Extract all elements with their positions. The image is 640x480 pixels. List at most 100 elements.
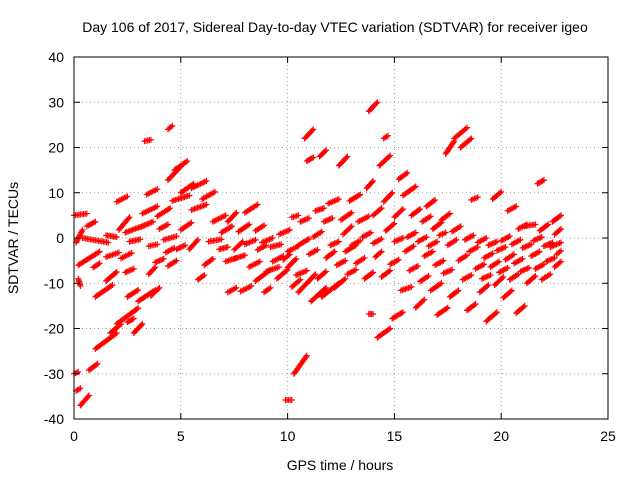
data-point [442,229,449,236]
data-point [547,271,554,278]
data-point [540,177,547,184]
data-point [318,228,325,235]
grid [74,57,608,419]
data-point [485,282,492,289]
data-point [342,275,349,282]
data-point [248,282,255,289]
data-point [385,268,392,275]
data-point [352,266,359,273]
x-tick-label: 25 [600,428,616,444]
data-point [182,158,189,165]
data-point [200,273,207,280]
data-point [489,250,496,257]
data-point [186,192,193,199]
data-point [487,272,494,279]
x-tick-label: 5 [177,428,185,444]
data-point [532,221,539,228]
data-point [304,236,311,243]
data-point [387,267,394,274]
data-point [94,360,101,367]
data-point [483,235,490,241]
data-point [370,311,377,318]
data-point [283,267,290,274]
data-point [511,251,518,258]
data-point [368,179,375,186]
data-point [474,194,481,201]
data-point [558,225,565,232]
data-point [256,258,263,265]
data-point [112,269,119,276]
data-point [437,281,444,288]
data-point [126,214,133,221]
data-point [536,248,543,255]
data-point [551,254,558,261]
data-point [309,127,316,134]
data-point [323,284,330,291]
data-point [108,282,115,289]
data-point [297,276,304,283]
data-point [496,189,503,196]
data-point [173,233,180,240]
data-point [311,272,318,279]
data-point [528,241,535,248]
data-point [288,396,295,403]
data-point [310,126,317,133]
data-point [357,191,364,198]
data-point [450,139,457,146]
data-point [377,249,384,256]
data-point [531,274,538,281]
data-point [415,206,422,213]
y-tick-label: -20 [44,321,64,337]
data-point [370,269,377,276]
data-point [314,246,321,253]
data-point [133,306,140,313]
y-tick-label: -10 [44,275,64,291]
data-point [387,325,394,332]
data-point [344,153,351,160]
data-point [156,284,163,291]
data-point [238,239,245,246]
data-point [398,207,405,214]
x-axis-label: GPS time / hours [287,457,394,473]
data-point [232,210,239,217]
data-point [241,252,248,259]
data-point [385,326,392,333]
data-point [252,236,259,243]
data-point [464,124,471,131]
x-tick-label: 15 [387,428,403,444]
data-point [222,212,229,219]
data-point [449,266,456,273]
data-point [395,256,402,263]
data-point [310,154,317,161]
data-point [150,218,157,225]
data-point [84,393,91,400]
data-point [343,154,350,161]
data-point [508,287,515,294]
data-point [173,257,180,264]
data-point [312,271,319,278]
y-tick-label: 10 [48,185,64,201]
data-point [481,261,488,268]
data-point [399,309,406,316]
data-point [414,263,421,270]
data-point [229,223,236,230]
data-point [500,273,507,280]
data-point [399,206,406,213]
data-point [187,220,194,227]
data-point [429,248,436,255]
data-point [278,241,285,248]
data-point [377,206,384,213]
data-point [147,136,154,143]
data-point [73,369,80,376]
data-point [154,241,161,248]
data-point [302,353,309,360]
y-tick-label: -40 [44,411,64,427]
data-point [519,255,526,262]
data-point [96,260,103,267]
data-series [71,99,565,409]
data-point [151,265,158,272]
data-point [201,272,208,279]
data-point [227,224,234,231]
data-point [361,254,368,261]
